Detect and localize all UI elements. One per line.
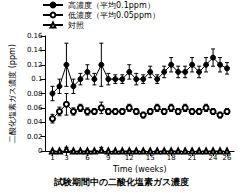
svg-text:15: 15: [146, 154, 155, 162]
svg-text:6: 6: [85, 154, 90, 162]
svg-text:12: 12: [125, 154, 134, 162]
svg-text:21: 21: [188, 154, 197, 162]
svg-text:1: 1: [50, 154, 54, 162]
svg-text:0.02: 0.02: [27, 133, 43, 141]
svg-text:対照: 対照: [68, 21, 84, 30]
svg-text:高濃度（平均0.1ppm）: 高濃度（平均0.1ppm）: [68, 1, 155, 10]
svg-text:0.16: 0.16: [27, 32, 43, 40]
svg-text:3: 3: [64, 154, 68, 162]
svg-text:0.12: 0.12: [27, 61, 43, 69]
svg-text:9: 9: [106, 154, 110, 162]
svg-text:0.14: 0.14: [27, 46, 43, 54]
svg-text:26: 26: [223, 154, 232, 162]
svg-text:0: 0: [38, 147, 42, 155]
svg-text:0.06: 0.06: [27, 104, 43, 112]
svg-text:低濃度（平均0.05ppm）: 低濃度（平均0.05ppm）: [68, 11, 160, 20]
svg-text:試験期間中の二酸化塩素ガス濃度: 試験期間中の二酸化塩素ガス濃度: [53, 177, 189, 187]
svg-text:0.1: 0.1: [31, 75, 42, 83]
svg-text:二酸化塩素ガス濃度 (ppm): 二酸化塩素ガス濃度 (ppm): [8, 44, 17, 143]
svg-text:0.08: 0.08: [27, 90, 43, 98]
svg-text:24: 24: [209, 154, 218, 162]
svg-text:18: 18: [167, 154, 176, 162]
svg-text:0.04: 0.04: [27, 118, 43, 126]
svg-text:Time (weeks): Time (weeks): [112, 165, 167, 174]
